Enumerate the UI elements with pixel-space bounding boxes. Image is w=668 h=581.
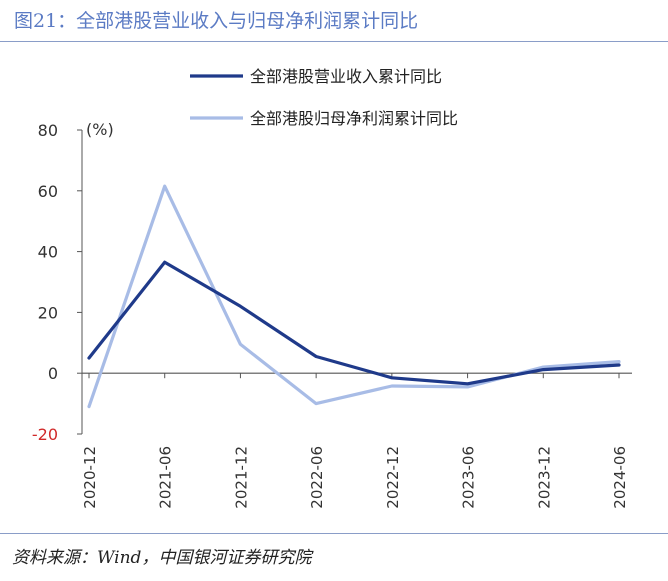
y-tick-label: -20 [32, 425, 58, 444]
x-tick-label: 2023-06 [460, 446, 478, 509]
title-divider [0, 41, 668, 42]
x-tick-label: 2022-12 [384, 446, 402, 509]
y-axis: 80 60 40 20 0 -20 (%) [32, 120, 114, 444]
y-tick-label: 80 [38, 121, 58, 140]
x-tick-label: 2021-12 [232, 446, 250, 509]
y-tick-label: 0 [48, 364, 58, 383]
x-tick-label: 2020-12 [81, 446, 99, 509]
source-divider [0, 533, 668, 534]
x-tick-label: 2024-06 [611, 446, 629, 509]
legend-label-revenue: 全部港股营业收入累计同比 [250, 67, 442, 86]
x-tick-label: 2023-12 [535, 446, 553, 509]
source-note: 资料来源：Wind，中国银河证券研究院 [12, 548, 312, 568]
x-tick-label: 2022-06 [308, 446, 326, 509]
x-tick-label: 2021-06 [157, 446, 175, 509]
series-line-revenue [87, 260, 621, 386]
x-axis: 2020-12 2021-06 2021-12 2022-06 2022-12 2023-… [81, 372, 632, 509]
y-unit-label: (%) [86, 120, 114, 139]
y-tick-label: 40 [38, 243, 58, 262]
figure-title: 图21：全部港股营业收入与归母净利润累计同比 [14, 10, 419, 32]
series-group [87, 184, 621, 409]
y-tick-label: 20 [38, 303, 58, 322]
legend-label-profit: 全部港股归母净利润累计同比 [250, 109, 458, 128]
y-tick-label: 60 [38, 182, 58, 201]
